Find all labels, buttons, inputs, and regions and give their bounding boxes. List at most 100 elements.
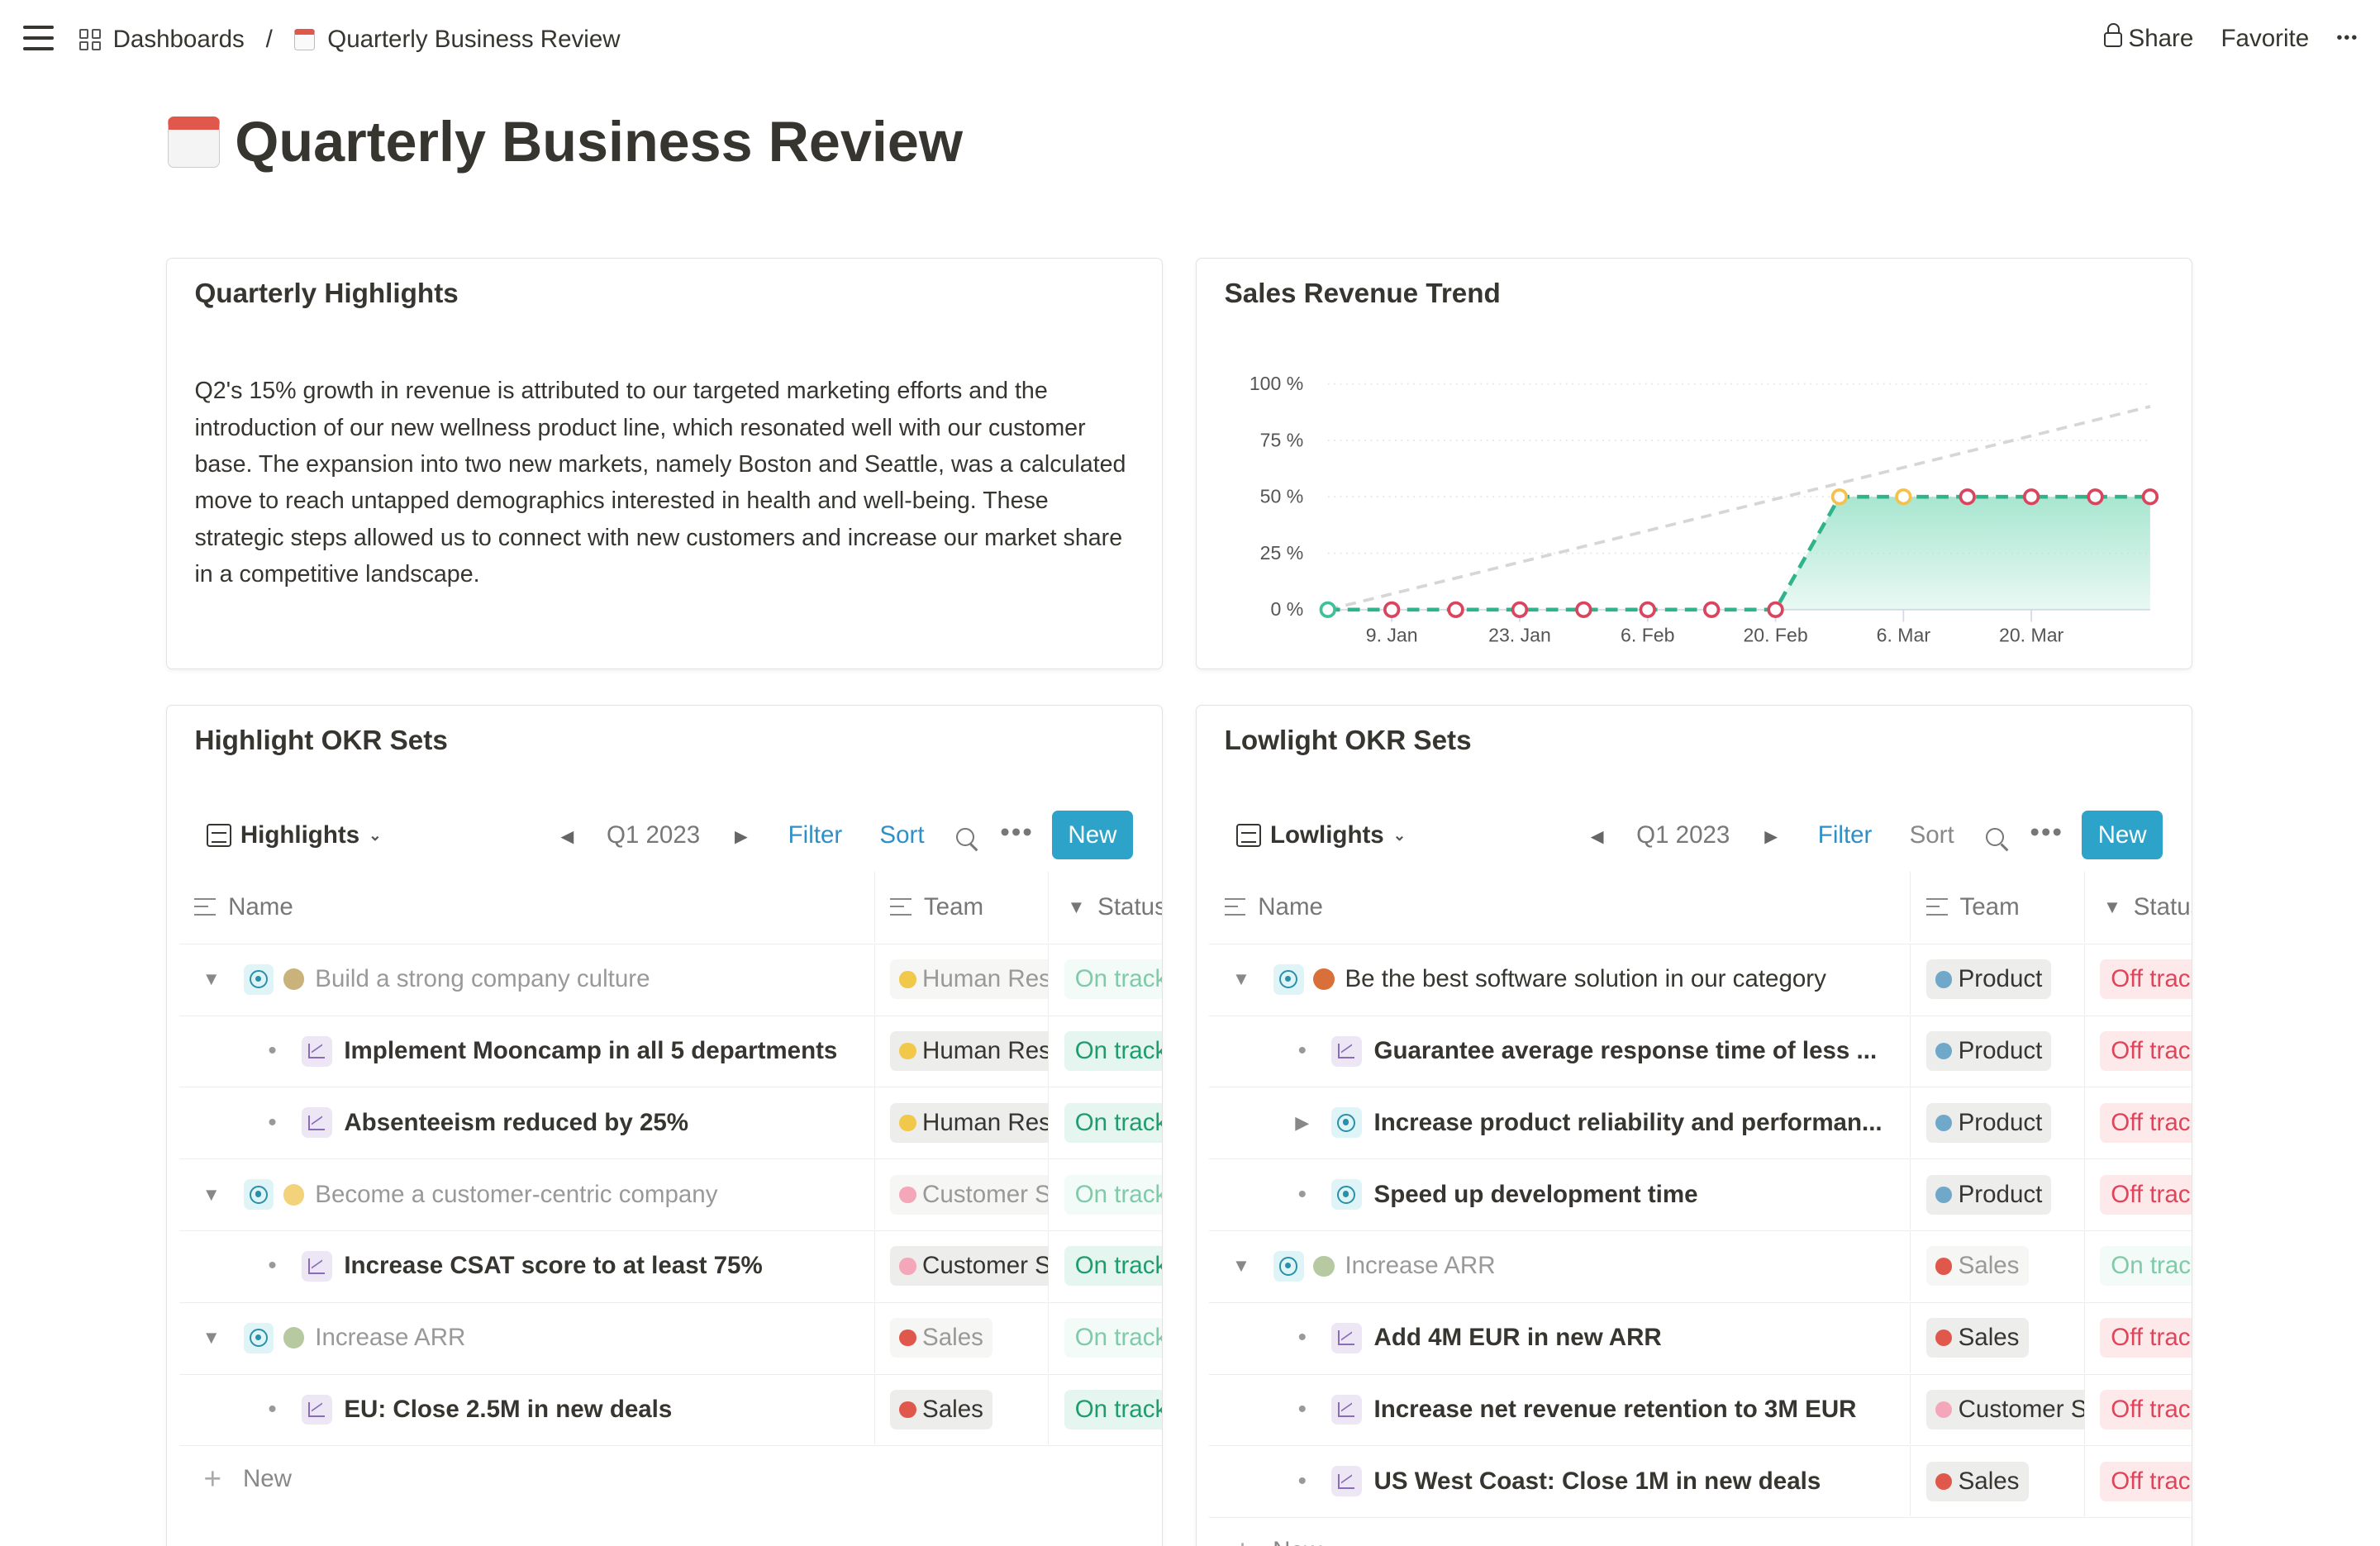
table-row[interactable]: ▼ Increase ARR Sales On track (1209, 1230, 2192, 1302)
column-status[interactable]: ▼ Status (1049, 872, 1161, 942)
team-cell[interactable]: Product (1911, 1159, 2085, 1230)
share-button[interactable]: Share (2104, 23, 2193, 53)
next-period-icon[interactable]: ▶ (1764, 827, 1778, 846)
team-cell[interactable]: Product (1911, 944, 2085, 1015)
team-cell[interactable]: Human Res (875, 1016, 1050, 1087)
okr-name[interactable]: Build a strong company culture (315, 965, 650, 993)
okr-name[interactable]: Add 4M EUR in new ARR (1373, 1324, 1662, 1352)
okr-name[interactable]: US West Coast: Close 1M in new deals (1373, 1467, 1821, 1495)
favorite-button[interactable]: Favorite (2221, 24, 2310, 52)
name-cell[interactable]: ▼ Increase ARR (1209, 1231, 1911, 1301)
okr-name[interactable]: Become a customer-centric company (315, 1180, 718, 1208)
collapse-caret-icon[interactable]: ▼ (1231, 1255, 1250, 1277)
team-cell[interactable]: Customer S (875, 1231, 1050, 1301)
name-cell[interactable]: • Implement Mooncamp in all 5 departments (179, 1016, 875, 1087)
name-cell[interactable]: • Speed up development time (1209, 1159, 1911, 1230)
status-cell[interactable]: On track (1049, 1159, 1162, 1230)
name-cell[interactable]: ▼ Be the best software solution in our ca… (1209, 944, 1911, 1015)
name-cell[interactable]: • EU: Close 2.5M in new deals (179, 1374, 875, 1445)
table-row[interactable]: ▶ Increase product reliability and perfor… (1209, 1087, 2192, 1158)
view-selector[interactable]: Lowlights ⌄ (1236, 821, 1406, 849)
table-row[interactable]: ▼ Become a customer-centric company Custo… (179, 1158, 1162, 1230)
filter-button[interactable]: Filter (1817, 821, 1873, 849)
name-cell[interactable]: • Increase net revenue retention to 3M EU… (1209, 1374, 1911, 1445)
team-cell[interactable]: Sales (1911, 1446, 2085, 1517)
name-cell[interactable]: ▼ Build a strong company culture (179, 944, 875, 1015)
table-row[interactable]: • Increase net revenue retention to 3M EU… (1209, 1373, 2192, 1446)
collapse-caret-icon[interactable]: ▼ (202, 1183, 221, 1205)
add-new-row-button[interactable]: + New (179, 1445, 1162, 1512)
table-row[interactable]: ▼ Build a strong company culture Human Re… (179, 943, 1162, 1016)
okr-name[interactable]: Speed up development time (1373, 1180, 1698, 1208)
table-row[interactable]: • US West Coast: Close 1M in new deals Sa… (1209, 1445, 2192, 1517)
status-cell[interactable]: On track (1049, 1303, 1162, 1373)
status-cell[interactable]: On track (1049, 1375, 1162, 1445)
status-cell[interactable]: Off track (2085, 1159, 2192, 1230)
collapse-caret-icon[interactable]: ▼ (1231, 968, 1250, 990)
new-button[interactable]: New (2082, 811, 2163, 860)
status-cell[interactable]: Off track (2085, 1087, 2192, 1158)
status-cell[interactable]: On track (1049, 1231, 1162, 1301)
column-name[interactable]: Name (179, 872, 875, 943)
more-options-button[interactable]: ••• (2336, 29, 2359, 48)
team-cell[interactable]: Sales (875, 1302, 1050, 1373)
add-new-row-button[interactable]: + New (1209, 1517, 2192, 1546)
team-cell[interactable]: Customer S (1911, 1374, 2085, 1445)
table-row[interactable]: • Implement Mooncamp in all 5 departments… (179, 1015, 1162, 1087)
prev-period-icon[interactable]: ◀ (560, 827, 574, 846)
team-cell[interactable]: Product (1911, 1087, 2085, 1158)
status-cell[interactable]: Off track (2085, 1303, 2192, 1373)
sort-button[interactable]: Sort (1909, 821, 1954, 849)
search-icon[interactable] (955, 827, 974, 846)
breadcrumb-current[interactable]: Quarterly Business Review (327, 26, 621, 54)
name-cell[interactable]: ▼ Increase ARR (179, 1302, 875, 1373)
okr-name[interactable]: Increase CSAT score to at least 75% (344, 1252, 763, 1280)
okr-name[interactable]: Increase ARR (1345, 1252, 1496, 1280)
table-row[interactable]: • Add 4M EUR in new ARR Sales Off track (1209, 1301, 2192, 1374)
name-cell[interactable]: • Guarantee average response time of less… (1209, 1016, 1911, 1087)
okr-name[interactable]: Increase net revenue retention to 3M EUR (1373, 1395, 1857, 1423)
column-team[interactable]: Team (1911, 872, 2085, 943)
name-cell[interactable]: ▶ Increase product reliability and perfor… (1209, 1087, 1911, 1158)
table-row[interactable]: ▼ Be the best software solution in our ca… (1209, 943, 2192, 1016)
filter-button[interactable]: Filter (788, 821, 843, 849)
breadcrumb-dashboards[interactable]: Dashboards (112, 26, 245, 54)
collapse-caret-icon[interactable]: ▼ (202, 968, 221, 990)
prev-period-icon[interactable]: ◀ (1590, 827, 1604, 846)
table-row[interactable]: • Speed up development time Product Off t… (1209, 1158, 2192, 1230)
expand-caret-icon[interactable]: ▶ (1295, 1111, 1310, 1133)
table-row[interactable]: • Increase CSAT score to at least 75% Cus… (179, 1230, 1162, 1302)
team-cell[interactable]: Human Res (875, 944, 1050, 1015)
more-icon[interactable]: ••• (2030, 816, 2063, 848)
status-cell[interactable]: On track (1049, 944, 1162, 1015)
okr-name[interactable]: Guarantee average response time of less … (1373, 1037, 1878, 1065)
name-cell[interactable]: • Increase CSAT score to at least 75% (179, 1231, 875, 1301)
name-cell[interactable]: • US West Coast: Close 1M in new deals (1209, 1446, 1911, 1517)
okr-name[interactable]: Absenteeism reduced by 25% (344, 1108, 689, 1136)
search-icon[interactable] (1985, 827, 2005, 846)
new-button[interactable]: New (1052, 811, 1133, 860)
status-cell[interactable]: Off track (2085, 1375, 2192, 1445)
team-cell[interactable]: Sales (1911, 1231, 2085, 1301)
column-name[interactable]: Name (1209, 872, 1911, 943)
table-row[interactable]: • Guarantee average response time of less… (1209, 1015, 2192, 1087)
collapse-caret-icon[interactable]: ▼ (202, 1327, 221, 1349)
team-cell[interactable]: Sales (875, 1374, 1050, 1445)
column-team[interactable]: Team (875, 872, 1050, 943)
status-cell[interactable]: On track (1049, 1016, 1162, 1087)
view-selector[interactable]: Highlights ⌄ (207, 821, 382, 849)
okr-name[interactable]: Be the best software solution in our cat… (1345, 965, 1826, 993)
table-row[interactable]: ▼ Increase ARR Sales On track (179, 1301, 1162, 1374)
team-cell[interactable]: Customer S (875, 1159, 1050, 1230)
okr-name[interactable]: Implement Mooncamp in all 5 departments (344, 1037, 838, 1065)
team-cell[interactable]: Sales (1911, 1302, 2085, 1373)
status-cell[interactable]: On track (1049, 1087, 1162, 1158)
okr-name[interactable]: Increase product reliability and perform… (1373, 1108, 1883, 1136)
okr-name[interactable]: Increase ARR (315, 1324, 466, 1352)
status-cell[interactable]: Off track (2085, 944, 2192, 1015)
okr-name[interactable]: EU: Close 2.5M in new deals (344, 1395, 673, 1423)
table-row[interactable]: • Absenteeism reduced by 25% Human Res On… (179, 1087, 1162, 1158)
next-period-icon[interactable]: ▶ (735, 827, 748, 846)
team-cell[interactable]: Product (1911, 1016, 2085, 1087)
more-icon[interactable]: ••• (1000, 816, 1034, 848)
